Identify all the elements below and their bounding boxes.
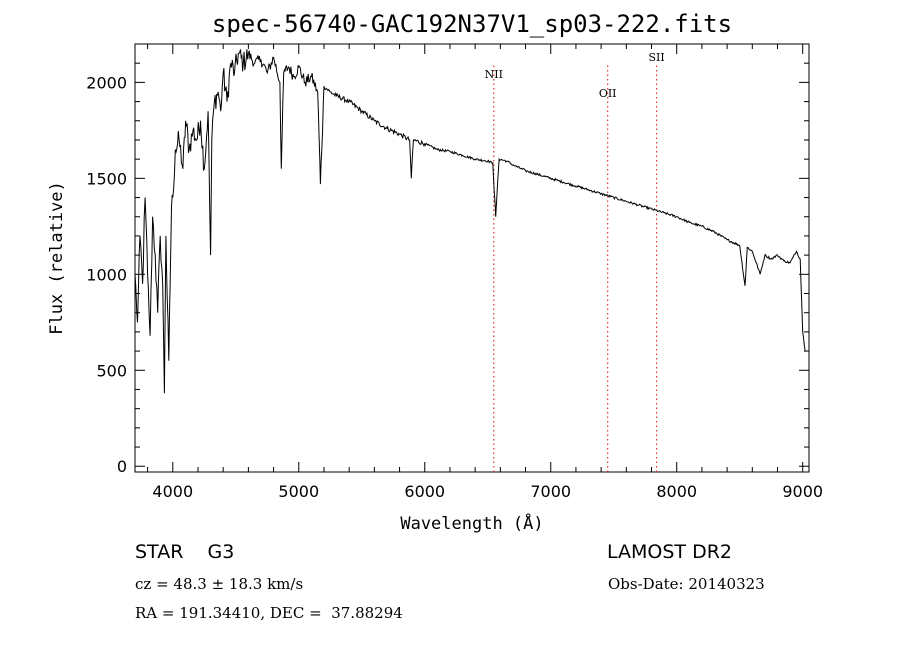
spectrum-line [134,49,806,394]
x-axis-label: Wavelength (Å) [400,512,543,534]
chart-title: spec-56740-GAC192N37V1_sp03-222.fits [212,10,732,38]
survey-name: LAMOST DR2 [607,541,732,563]
y-axis-label: Flux (relative) [47,181,67,335]
x-tick-label: 9000 [782,482,823,501]
x-tick-label: 6000 [404,482,445,501]
y-tick-label: 2000 [86,73,127,92]
axis-ticks: 4000 5000 6000 7000 8000 9000 0 500 1000 1500 2000 [86,44,823,501]
line-marker-label: NII [485,68,503,81]
plot-frame [134,43,810,473]
y-tick-label: 500 [96,361,127,380]
y-tick-label: 1000 [86,265,127,284]
y-tick-label: 0 [117,457,127,476]
redshift: cz = 48.3 ± 18.3 km/s [135,575,304,593]
x-tick-label: 7000 [530,482,571,501]
y-tick-label: 1500 [86,169,127,188]
object-class: STAR G3 [135,541,235,563]
x-tick-label: 4000 [152,482,193,501]
x-tick-label: 5000 [278,482,319,501]
line-markers: NII OII SII [485,51,665,472]
coordinates: RA = 191.34410, DEC = 37.88294 [135,604,403,622]
x-tick-label: 8000 [656,482,697,501]
observation-date: Obs-Date: 20140323 [608,575,765,593]
line-marker-label: SII [648,51,664,64]
line-marker-label: OII [599,87,617,100]
